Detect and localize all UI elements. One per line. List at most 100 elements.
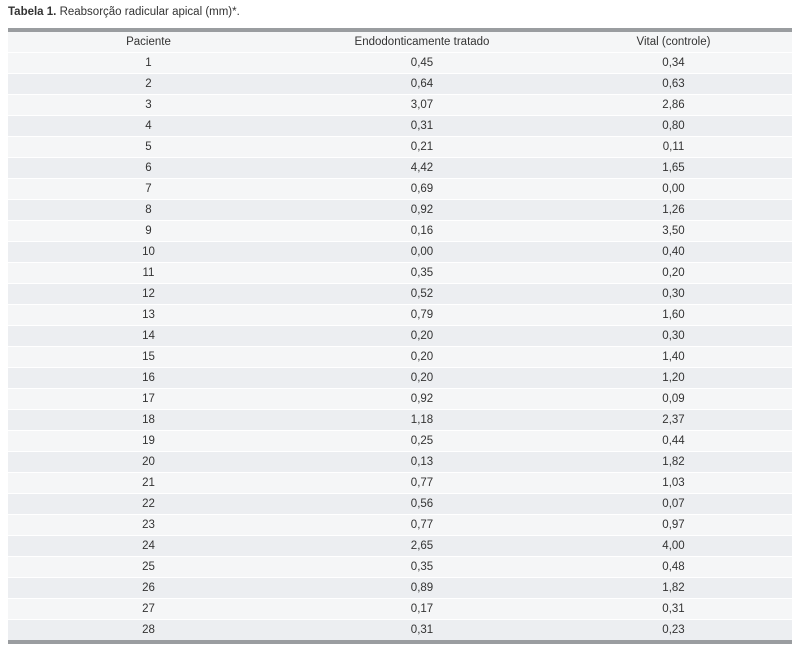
cell-tratado: 0,21 xyxy=(289,136,555,158)
table-row: 25 0,35 0,48 xyxy=(8,556,792,578)
cell-vital: 2,37 xyxy=(555,409,792,431)
cell-paciente: 5 xyxy=(8,136,289,158)
cell-paciente: 25 xyxy=(8,556,289,578)
cell-vital: 2,86 xyxy=(555,94,792,116)
table-header-row: Paciente Endodonticamente tratado Vital … xyxy=(8,30,792,53)
cell-tratado: 0,16 xyxy=(289,220,555,242)
header-paciente: Paciente xyxy=(8,30,289,53)
table-row: 15 0,20 1,40 xyxy=(8,346,792,368)
cell-paciente: 7 xyxy=(8,178,289,200)
cell-vital: 1,20 xyxy=(555,367,792,389)
cell-paciente: 27 xyxy=(8,598,289,620)
table-row: 13 0,79 1,60 xyxy=(8,304,792,326)
cell-paciente: 16 xyxy=(8,367,289,389)
cell-vital: 1,82 xyxy=(555,451,792,473)
table-caption: Tabela 1. Reabsorção radicular apical (m… xyxy=(8,6,240,18)
cell-tratado: 0,45 xyxy=(289,52,555,74)
cell-vital: 0,44 xyxy=(555,430,792,452)
cell-vital: 0,34 xyxy=(555,52,792,74)
cell-tratado: 0,69 xyxy=(289,178,555,200)
cell-tratado: 0,52 xyxy=(289,283,555,305)
cell-paciente: 17 xyxy=(8,388,289,410)
table-row: 22 0,56 0,07 xyxy=(8,493,792,515)
cell-paciente: 2 xyxy=(8,73,289,95)
cell-paciente: 1 xyxy=(8,52,289,74)
table-row: 18 1,18 2,37 xyxy=(8,409,792,431)
cell-vital: 1,82 xyxy=(555,577,792,599)
cell-paciente: 9 xyxy=(8,220,289,242)
cell-tratado: 0,89 xyxy=(289,577,555,599)
table-row: 28 0,31 0,23 xyxy=(8,619,792,643)
table-row: 7 0,69 0,00 xyxy=(8,178,792,200)
cell-paciente: 19 xyxy=(8,430,289,452)
table-row: 8 0,92 1,26 xyxy=(8,199,792,221)
table-row: 27 0,17 0,31 xyxy=(8,598,792,620)
table-row: 26 0,89 1,82 xyxy=(8,577,792,599)
cell-tratado: 0,64 xyxy=(289,73,555,95)
cell-paciente: 12 xyxy=(8,283,289,305)
cell-vital: 0,63 xyxy=(555,73,792,95)
cell-tratado: 0,20 xyxy=(289,346,555,368)
cell-vital: 0,30 xyxy=(555,283,792,305)
cell-tratado: 0,77 xyxy=(289,472,555,494)
cell-paciente: 11 xyxy=(8,262,289,284)
cell-paciente: 4 xyxy=(8,115,289,137)
cell-tratado: 0,79 xyxy=(289,304,555,326)
cell-vital: 0,48 xyxy=(555,556,792,578)
table-row: 14 0,20 0,30 xyxy=(8,325,792,347)
cell-tratado: 4,42 xyxy=(289,157,555,179)
cell-tratado: 0,92 xyxy=(289,388,555,410)
table-row: 24 2,65 4,00 xyxy=(8,535,792,557)
cell-tratado: 3,07 xyxy=(289,94,555,116)
cell-paciente: 21 xyxy=(8,472,289,494)
table-row: 11 0,35 0,20 xyxy=(8,262,792,284)
cell-tratado: 0,35 xyxy=(289,262,555,284)
header-vital: Vital (controle) xyxy=(555,30,792,53)
cell-paciente: 22 xyxy=(8,493,289,515)
cell-vital: 0,23 xyxy=(555,619,792,643)
cell-paciente: 28 xyxy=(8,619,289,643)
cell-paciente: 24 xyxy=(8,535,289,557)
caption-text: Reabsorção radicular apical (mm)*. xyxy=(56,6,240,18)
cell-tratado: 0,00 xyxy=(289,241,555,263)
cell-tratado: 0,92 xyxy=(289,199,555,221)
cell-tratado: 0,20 xyxy=(289,367,555,389)
cell-paciente: 26 xyxy=(8,577,289,599)
table-row: 10 0,00 0,40 xyxy=(8,241,792,263)
table-row: 21 0,77 1,03 xyxy=(8,472,792,494)
cell-tratado: 0,31 xyxy=(289,619,555,643)
cell-tratado: 0,25 xyxy=(289,430,555,452)
table-row: 4 0,31 0,80 xyxy=(8,115,792,137)
cell-vital: 0,40 xyxy=(555,241,792,263)
table-row: 20 0,13 1,82 xyxy=(8,451,792,473)
header-endodonticamente-tratado: Endodonticamente tratado xyxy=(289,30,555,53)
table-row: 23 0,77 0,97 xyxy=(8,514,792,536)
cell-paciente: 20 xyxy=(8,451,289,473)
table-row: 3 3,07 2,86 xyxy=(8,94,792,116)
cell-paciente: 18 xyxy=(8,409,289,431)
cell-vital: 0,00 xyxy=(555,178,792,200)
cell-vital: 1,03 xyxy=(555,472,792,494)
cell-tratado: 0,17 xyxy=(289,598,555,620)
cell-paciente: 6 xyxy=(8,157,289,179)
cell-tratado: 2,65 xyxy=(289,535,555,557)
cell-tratado: 0,35 xyxy=(289,556,555,578)
cell-tratado: 0,31 xyxy=(289,115,555,137)
cell-vital: 1,65 xyxy=(555,157,792,179)
cell-paciente: 13 xyxy=(8,304,289,326)
caption-label: Tabela 1. xyxy=(8,6,57,18)
cell-tratado: 1,18 xyxy=(289,409,555,431)
cell-paciente: 15 xyxy=(8,346,289,368)
cell-vital: 0,80 xyxy=(555,115,792,137)
cell-vital: 0,97 xyxy=(555,514,792,536)
table-row: 19 0,25 0,44 xyxy=(8,430,792,452)
table-row: 16 0,20 1,20 xyxy=(8,367,792,389)
cell-vital: 0,09 xyxy=(555,388,792,410)
cell-vital: 1,26 xyxy=(555,199,792,221)
cell-vital: 0,31 xyxy=(555,598,792,620)
cell-paciente: 3 xyxy=(8,94,289,116)
cell-paciente: 10 xyxy=(8,241,289,263)
table-row: 6 4,42 1,65 xyxy=(8,157,792,179)
cell-vital: 3,50 xyxy=(555,220,792,242)
cell-tratado: 0,77 xyxy=(289,514,555,536)
